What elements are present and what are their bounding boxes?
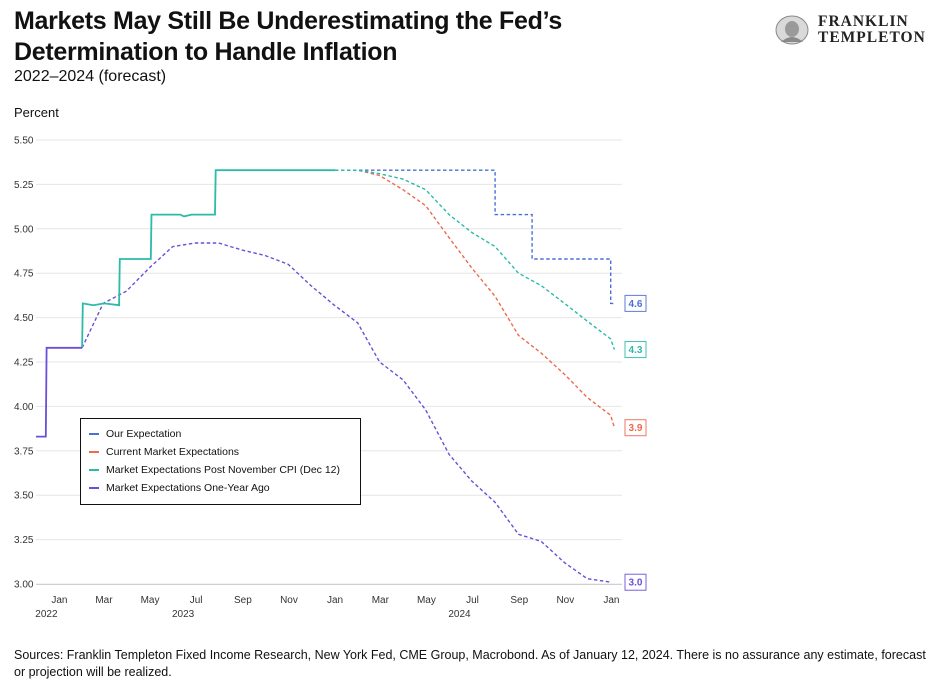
y-tick-label: 4.75	[14, 269, 34, 280]
x-tick-label: Jan	[603, 595, 619, 606]
y-axis-label: Percent	[14, 105, 59, 120]
series-line	[81, 169, 335, 348]
legend-swatch	[89, 433, 99, 435]
x-tick-label: Nov	[280, 595, 298, 606]
x-tick-label: Mar	[372, 595, 390, 606]
y-tick-label: 5.25	[14, 180, 34, 191]
y-tick-label: 5.50	[14, 136, 34, 147]
x-tick-label: Jul	[466, 595, 479, 606]
x-tick-label: Jan	[51, 595, 67, 606]
series-line	[335, 169, 616, 428]
logo-text: FRANKLIN TEMPLETON	[818, 14, 926, 46]
legend-label: Market Expectations One-Year Ago	[106, 482, 270, 494]
franklin-templeton-logo: FRANKLIN TEMPLETON	[775, 14, 935, 48]
end-labels: 4.6 3.9 4.3 3.0	[624, 294, 647, 591]
chart-title-line1: Markets May Still Be Underestimating the…	[14, 7, 562, 35]
x-tick-label: Sep	[234, 595, 252, 606]
end-label-value: 3.9	[629, 423, 643, 434]
x-year-label: 2024	[448, 609, 471, 620]
end-label-value: 3.0	[629, 578, 643, 589]
rate-expectations-chart: 5.50 5.25 5.00 4.75 4.50 4.25 4.00 3.75 3.50 3.25…	[14, 136, 647, 620]
legend-item: Market Expectations One-Year Ago	[81, 479, 360, 497]
y-tick-label: 4.25	[14, 358, 34, 369]
series-line	[335, 169, 616, 350]
legend-label: Market Expectations Post November CPI (D…	[106, 464, 341, 476]
x-axis-ticks: Jan 2022 Mar May Jul 2023 Sep Nov Jan Mar May Jul 20…	[35, 595, 619, 620]
legend-swatch	[89, 451, 99, 453]
x-tick-label: Mar	[95, 595, 113, 606]
y-tick-label: 3.00	[14, 580, 34, 591]
portrait-seal-icon	[775, 15, 809, 45]
y-tick-label: 4.00	[14, 402, 34, 413]
end-label-box	[624, 573, 647, 591]
gridlines	[36, 139, 622, 585]
x-tick-label: Jul	[190, 595, 203, 606]
y-tick-label: 3.25	[14, 535, 34, 546]
end-label-box	[624, 341, 647, 359]
series-lines	[36, 169, 616, 583]
logo-line1: FRANKLIN	[818, 13, 909, 30]
end-label-box	[624, 294, 647, 312]
chart-title: Markets May Still Be Underestimating the…	[14, 6, 714, 68]
y-axis-ticks: 5.50 5.25 5.00 4.75 4.50 4.25 4.00 3.75 3.50 3.25…	[14, 136, 34, 591]
legend-swatch	[89, 487, 99, 489]
legend-item: Market Expectations Post November CPI (D…	[81, 461, 360, 479]
legend-swatch	[89, 469, 99, 471]
end-label-value: 4.6	[629, 299, 643, 310]
x-year-label: 2023	[172, 609, 195, 620]
x-year-label: 2022	[35, 609, 58, 620]
logo-line2: TEMPLETON	[818, 29, 926, 46]
y-tick-label: 4.50	[14, 313, 34, 324]
legend-item: Current Market Expectations	[81, 443, 360, 461]
series-line	[335, 169, 615, 305]
end-label: 3.0	[624, 573, 647, 591]
series-line	[81, 242, 611, 583]
end-label: 3.9	[624, 419, 647, 437]
chart-title-line2: Determination to Handle Inflation	[14, 38, 398, 66]
chart-legend: Our Expectation Current Market Expectatio…	[80, 418, 361, 505]
chart-subtitle: 2022–2024 (forecast)	[14, 68, 167, 85]
y-tick-label: 3.50	[14, 491, 34, 502]
series-line	[36, 346, 83, 438]
x-tick-label: Nov	[556, 595, 574, 606]
legend-item: Our Expectation	[81, 425, 360, 443]
x-tick-label: Jan	[327, 595, 343, 606]
end-label-box	[624, 419, 647, 437]
legend-label: Our Expectation	[106, 428, 182, 440]
y-tick-label: 5.00	[14, 224, 34, 235]
end-label: 4.6	[624, 294, 647, 312]
source-note: Sources: Franklin Templeton Fixed Income…	[14, 648, 926, 679]
y-tick-label: 3.75	[14, 446, 34, 457]
x-tick-label: Sep	[510, 595, 528, 606]
legend-label: Current Market Expectations	[106, 446, 240, 458]
x-tick-label: May	[141, 595, 160, 606]
end-label-value: 4.3	[629, 345, 643, 356]
end-label: 4.3	[624, 341, 647, 359]
x-tick-label: May	[417, 595, 436, 606]
